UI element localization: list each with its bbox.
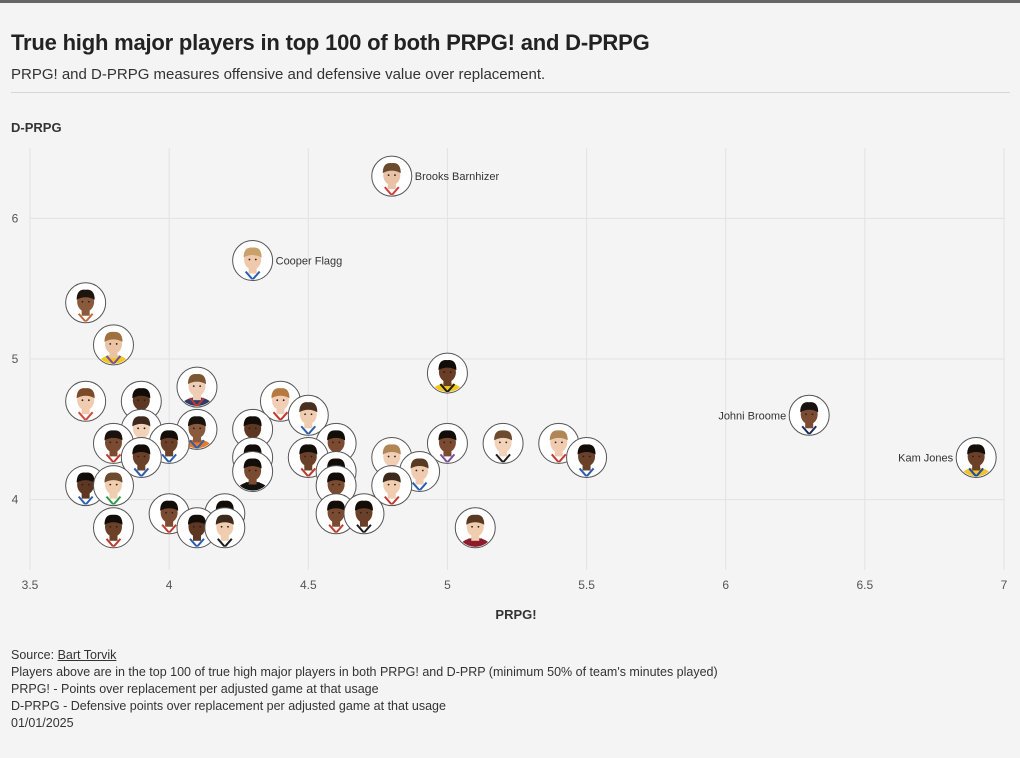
chart-subtitle: PRPG! and D-PRPG measures offensive and … bbox=[11, 66, 546, 83]
data-points: Brooks Barnhizer Cooper Flagg Johni Broome… bbox=[65, 155, 997, 562]
player-headshot bbox=[96, 472, 131, 505]
y-tick-label: 6 bbox=[12, 211, 19, 225]
player-headshot bbox=[486, 430, 521, 463]
player-headshot bbox=[319, 500, 354, 533]
grid-lines bbox=[29, 148, 1005, 570]
x-tick-label: 5 bbox=[444, 578, 451, 590]
source-line: Source: Bart Torvik bbox=[11, 647, 718, 664]
player-headshot bbox=[68, 472, 103, 505]
player-headshot bbox=[458, 514, 493, 547]
source-link[interactable]: Bart Torvik bbox=[57, 648, 117, 662]
player-point[interactable]: Johni Broome bbox=[718, 394, 830, 449]
player-headshot bbox=[430, 359, 465, 393]
player-point[interactable] bbox=[343, 493, 385, 548]
player-point[interactable] bbox=[92, 507, 134, 562]
player-headshot bbox=[792, 402, 827, 435]
x-axis-label: PRPG! bbox=[495, 607, 537, 622]
player-headshot bbox=[235, 247, 270, 280]
player-point[interactable] bbox=[65, 380, 107, 435]
player-headshot bbox=[179, 374, 214, 407]
player-point[interactable] bbox=[566, 436, 608, 491]
player-headshot bbox=[235, 458, 270, 491]
player-point[interactable]: Cooper Flagg bbox=[232, 240, 343, 295]
player-point[interactable] bbox=[482, 422, 524, 477]
player-point[interactable] bbox=[92, 324, 134, 379]
player-point[interactable] bbox=[204, 507, 246, 562]
player-point[interactable] bbox=[426, 422, 468, 477]
player-point[interactable] bbox=[65, 282, 107, 337]
player-point[interactable] bbox=[371, 465, 413, 520]
player-point[interactable] bbox=[538, 422, 580, 477]
player-name-label: Kam Jones bbox=[898, 452, 954, 464]
top-accent-bar bbox=[0, 0, 1020, 3]
player-headshot bbox=[430, 430, 465, 463]
y-tick-label: 4 bbox=[12, 493, 19, 507]
player-name-label: Cooper Flagg bbox=[276, 256, 343, 268]
player-point[interactable]: Kam Jones bbox=[898, 436, 997, 491]
chart-title: True high major players in top 100 of bo… bbox=[11, 30, 650, 55]
x-tick-label: 3.5 bbox=[22, 578, 39, 590]
y-tick-label: 5 bbox=[12, 352, 19, 366]
header-divider bbox=[11, 92, 1010, 93]
player-headshot bbox=[68, 388, 103, 421]
scatter-plot: 3.5 4 4.5 5 5.5 6 6.5 7 4 5 6 Brooks Barnhizer Coop… bbox=[12, 148, 1008, 590]
y-axis-label: D-PRPG bbox=[11, 120, 62, 135]
player-headshot bbox=[124, 444, 159, 477]
player-headshot bbox=[959, 444, 994, 477]
player-name-label: Brooks Barnhizer bbox=[415, 171, 500, 183]
x-tick-label: 4.5 bbox=[300, 578, 317, 590]
player-headshot bbox=[402, 458, 437, 491]
x-tick-label: 5.5 bbox=[578, 578, 595, 590]
player-headshot bbox=[68, 289, 103, 322]
x-tick-label: 6.5 bbox=[857, 578, 874, 590]
player-headshot bbox=[96, 514, 131, 547]
player-point[interactable] bbox=[92, 465, 134, 520]
footer-note-2: PRPG! - Points over replacement per adju… bbox=[11, 682, 379, 696]
footer-note-3: D-PRPG - Defensive points over replaceme… bbox=[11, 699, 446, 713]
axis-ticks: 3.5 4 4.5 5 5.5 6 6.5 7 4 5 6 bbox=[12, 211, 1008, 590]
player-name-label: Johni Broome bbox=[718, 410, 786, 422]
footer-note-1: Players above are in the top 100 of true… bbox=[11, 665, 718, 679]
x-tick-label: 4 bbox=[166, 578, 173, 590]
x-tick-label: 6 bbox=[722, 578, 729, 590]
player-point[interactable] bbox=[287, 394, 329, 449]
player-point[interactable] bbox=[399, 451, 441, 506]
player-point[interactable] bbox=[426, 352, 468, 407]
player-headshot bbox=[291, 402, 326, 435]
player-headshot bbox=[374, 163, 409, 196]
player-headshot bbox=[96, 331, 131, 364]
player-point[interactable] bbox=[120, 436, 162, 491]
player-point[interactable]: Brooks Barnhizer bbox=[371, 155, 500, 210]
footer-notes: Source: Bart Torvik Players above are in… bbox=[11, 647, 718, 732]
player-headshot bbox=[569, 444, 604, 477]
player-point[interactable] bbox=[176, 366, 218, 421]
player-point[interactable] bbox=[454, 507, 496, 562]
player-headshot bbox=[346, 500, 381, 533]
player-headshot bbox=[179, 514, 214, 547]
player-headshot bbox=[374, 472, 409, 505]
source-label: Source: bbox=[11, 648, 55, 662]
footer-date: 01/01/2025 bbox=[11, 716, 74, 730]
player-point[interactable] bbox=[232, 451, 274, 506]
player-headshot bbox=[207, 514, 242, 547]
x-tick-label: 7 bbox=[1001, 578, 1008, 590]
